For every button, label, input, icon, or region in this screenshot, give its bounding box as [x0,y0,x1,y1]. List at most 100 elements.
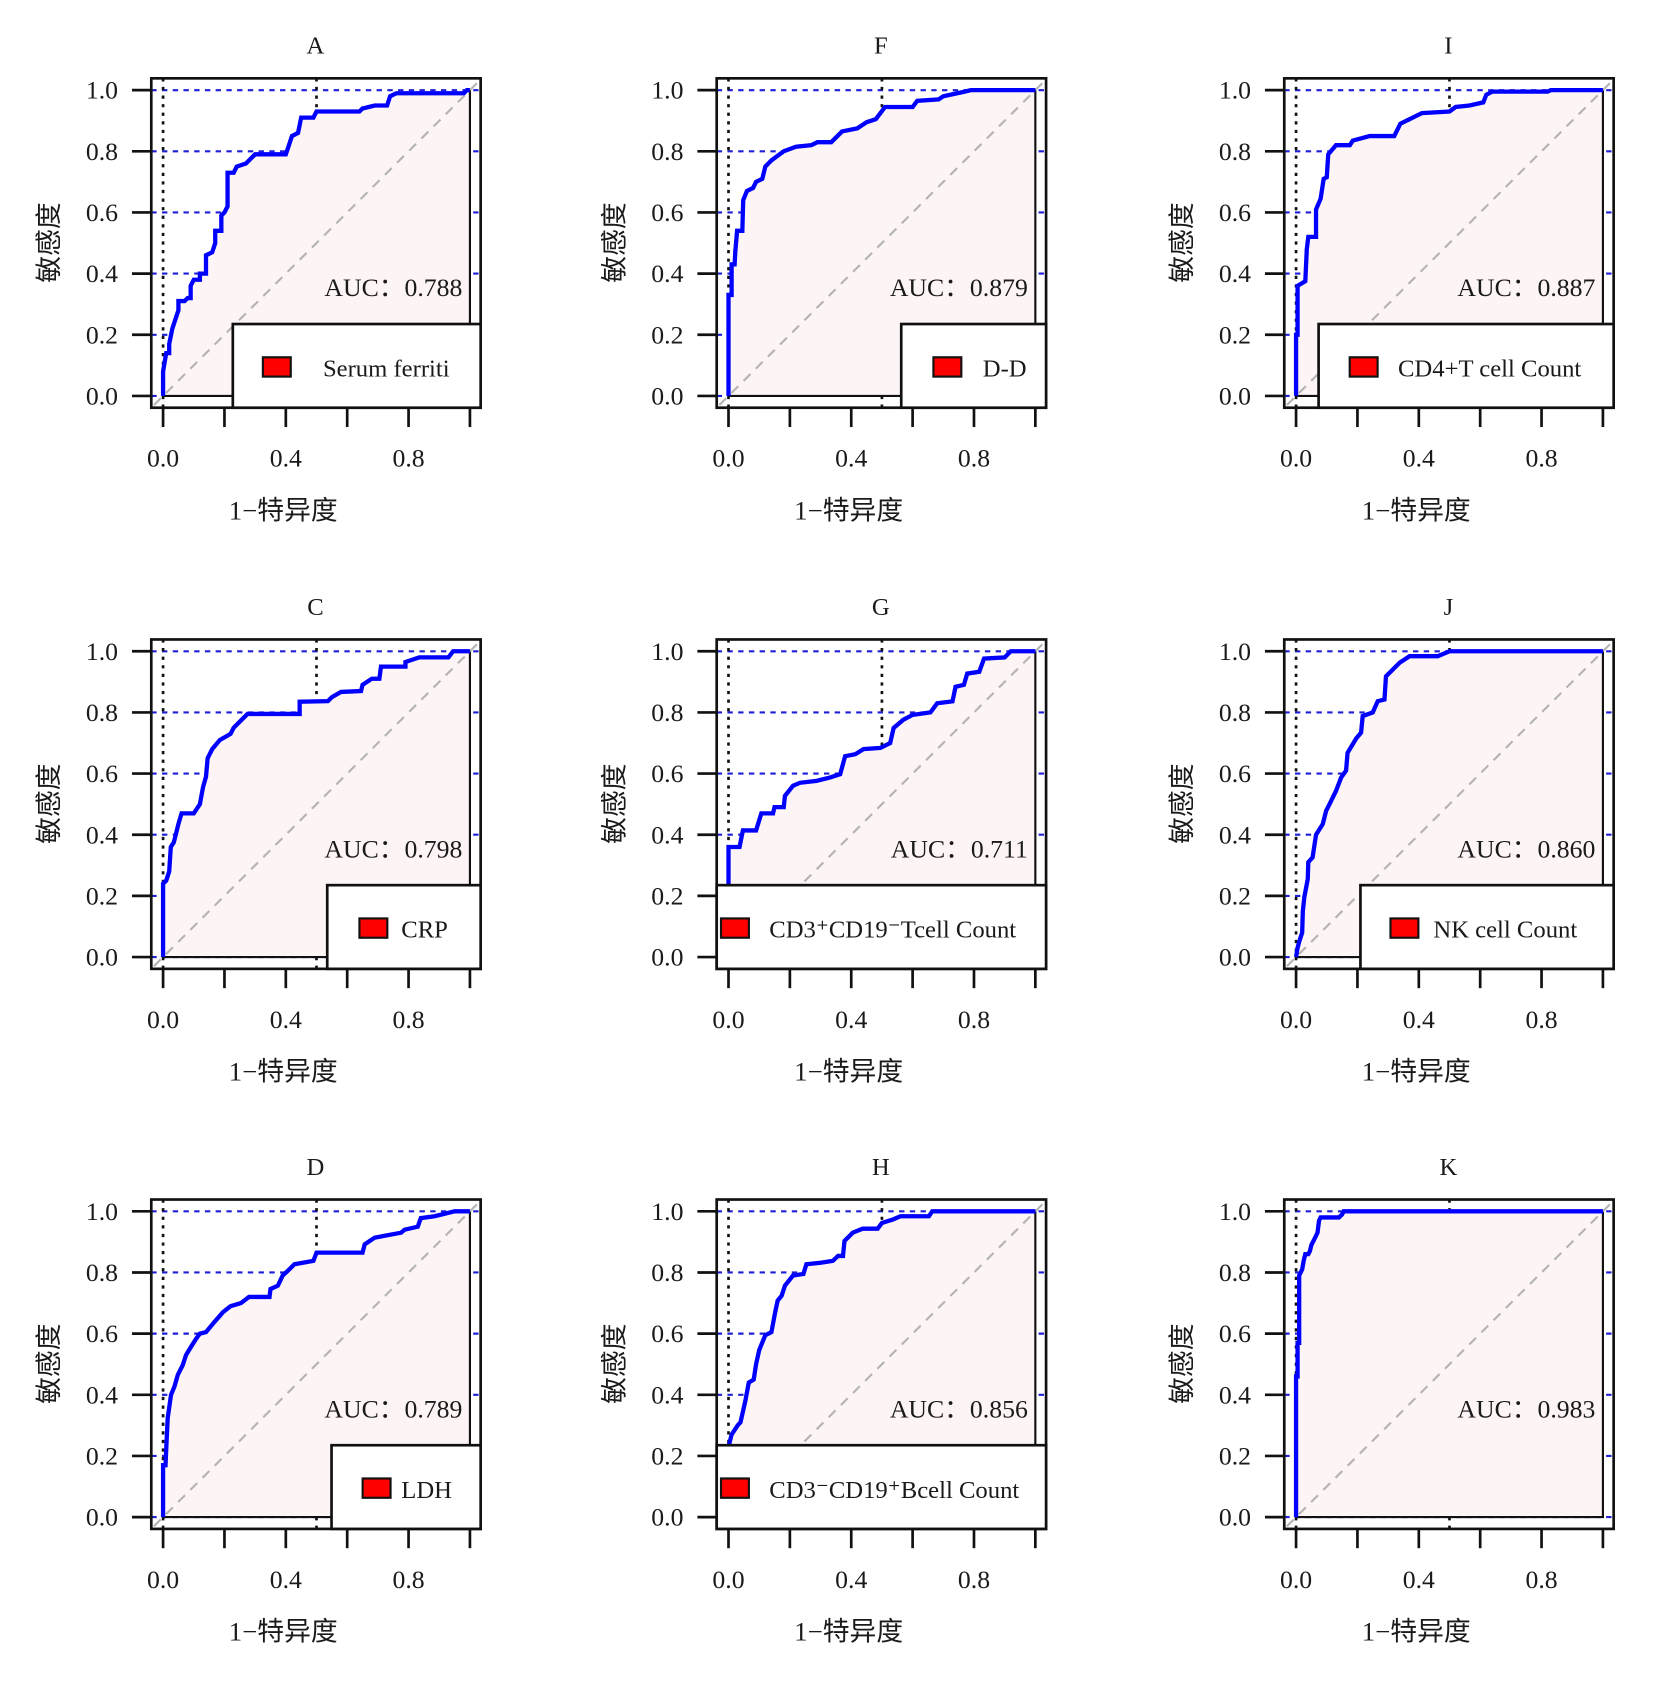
legend: CD3⁻CD19⁺Bcell Count [715,1443,1048,1531]
roc-panel-h: H 0.0 0.2 0.4 0.6 0.8 1.0 0.0 0.4 0.8 1−特异度 敏感度 AUC：… [599,1154,1048,1646]
y-tick-label: 0.8 [86,698,118,727]
x-tick-label: 0.8 [1525,444,1557,473]
y-tick-label: 1.0 [1219,1197,1251,1226]
roc-panel-g: G 0.0 0.2 0.4 0.6 0.8 1.0 0.0 0.4 0.8 1−特异度 敏感度 AUC：… [599,594,1048,1086]
plot-frame [149,1198,483,1531]
x-tick-label: 0.4 [1403,1565,1435,1594]
roc-panel-j: J 0.0 0.2 0.4 0.6 0.8 1.0 0.0 0.4 0.8 1−特异度 敏感度 AUC：… [1167,594,1615,1086]
roc-panel-i: I 0.0 0.2 0.4 0.6 0.8 1.0 0.0 0.4 0.8 1−特异度 敏感度 AUC：… [1167,33,1615,525]
legend-swatch [1389,917,1420,939]
legend: CRP [325,883,483,971]
legend-box [715,1443,1048,1531]
x-tick-label: 0.4 [835,1005,867,1034]
legend-box [325,883,483,971]
roc-curve [726,649,1036,958]
x-axis-title: 1−特异度 [1362,495,1471,525]
y-tick-label: 1.0 [1219,637,1251,666]
legend-label: CD3⁻CD19⁺Bcell Count [769,1477,1019,1504]
x-axis-title: 1−特异度 [229,495,338,525]
x-tick-label: 0.0 [147,1005,179,1034]
y-tick-label: 1.0 [1219,76,1251,105]
auc-label: AUC：0.887 [1457,273,1595,302]
y-tick-label: 0.4 [1219,1380,1251,1409]
roc-panel-a: A 0.0 0.2 0.4 0.6 0.8 1.0 0.0 0.4 0.8 1−特异度 敏感度 AUC：… [34,33,483,525]
y-tick-label: 0.6 [651,759,683,788]
x-tick-label: 0.4 [835,444,867,473]
legend-swatch [719,917,750,939]
y-tick-label: 0.2 [651,881,683,910]
legend-box [715,883,1048,971]
y-tick-label: 0.4 [86,1380,118,1409]
y-axis-title: 敏感度 [599,1323,629,1403]
panel-title: G [872,594,890,621]
y-tick-label: 0.4 [651,1380,683,1409]
chance-diagonal [153,639,482,967]
roc-curve [160,1209,470,1518]
roc-panel-d: D 0.0 0.2 0.4 0.6 0.8 1.0 0.0 0.4 0.8 1−特异度 敏感度 AUC：… [34,1154,483,1646]
y-tick-label: 0.8 [1219,1258,1251,1287]
x-tick-label: 0.4 [1403,1005,1435,1034]
legend: NK cell Count [1359,883,1615,971]
x-tick-label: 0.8 [392,1005,424,1034]
y-tick-label: 0.0 [86,1503,118,1532]
panel-title: I [1444,33,1452,60]
y-tick-label: 0.4 [1219,820,1251,849]
y-tick-label: 0.2 [86,1442,118,1471]
legend-swatch [361,1477,392,1499]
chance-diagonal [718,78,1047,406]
legend-swatch [1348,356,1379,378]
legend-label: Serum ferriti [323,356,450,383]
roc-panel-f: F 0.0 0.2 0.4 0.6 0.8 1.0 0.0 0.4 0.8 1−特异度 敏感度 AUC：… [599,33,1048,525]
panel-title: J [1444,594,1454,621]
x-axis-title: 1−特异度 [229,1616,338,1646]
y-tick-label: 0.2 [1219,320,1251,349]
y-axis-title: 敏感度 [599,202,629,282]
x-axis-title: 1−特异度 [1362,1056,1471,1086]
y-tick-label: 0.8 [1219,698,1251,727]
y-tick-label: 0.6 [1219,759,1251,788]
legend-box [899,322,1048,410]
y-tick-label: 0.0 [651,382,683,411]
y-tick-label: 0.2 [86,320,118,349]
y-tick-label: 0.0 [1219,1503,1251,1532]
y-tick-label: 1.0 [86,1197,118,1226]
y-tick-label: 0.2 [86,881,118,910]
roc-curve [1293,1209,1603,1518]
y-tick-label: 0.6 [1219,1319,1251,1348]
legend-label: NK cell Count [1433,917,1577,944]
x-tick-label: 0.0 [712,1565,744,1594]
panel-title: K [1440,1154,1458,1181]
x-axis-title: 1−特异度 [794,1056,903,1086]
y-tick-label: 1.0 [651,76,683,105]
legend-box [330,1443,483,1531]
y-tick-label: 0.8 [86,137,118,166]
y-tick-label: 0.0 [651,1503,683,1532]
panel-title: A [307,33,325,60]
auc-label: AUC：0.789 [324,1394,462,1423]
y-tick-label: 0.6 [651,1319,683,1348]
y-tick-label: 0.6 [86,198,118,227]
x-tick-label: 0.8 [958,1565,990,1594]
legend: LDH [330,1443,483,1531]
roc-curve [726,87,1036,396]
chance-diagonal [153,1199,482,1528]
auc-label: AUC：0.788 [324,273,462,302]
panel-title: D [307,1154,325,1181]
chance-diagonal [1286,1199,1615,1528]
x-tick-label: 0.8 [958,1005,990,1034]
y-tick-label: 0.0 [1219,382,1251,411]
y-tick-label: 0.6 [651,198,683,227]
x-tick-label: 0.4 [1403,444,1435,473]
x-tick-label: 0.4 [270,1565,302,1594]
y-tick-label: 0.0 [651,943,683,972]
y-tick-label: 0.0 [86,382,118,411]
auc-label: AUC：0.856 [890,1394,1028,1423]
x-tick-label: 0.8 [1525,1565,1557,1594]
y-tick-label: 0.6 [1219,198,1251,227]
x-tick-label: 0.4 [270,1005,302,1034]
roc-curve [726,1209,1036,1518]
y-axis-title: 敏感度 [1167,763,1197,843]
auc-label: AUC：0.860 [1457,834,1595,863]
y-tick-label: 1.0 [86,637,118,666]
